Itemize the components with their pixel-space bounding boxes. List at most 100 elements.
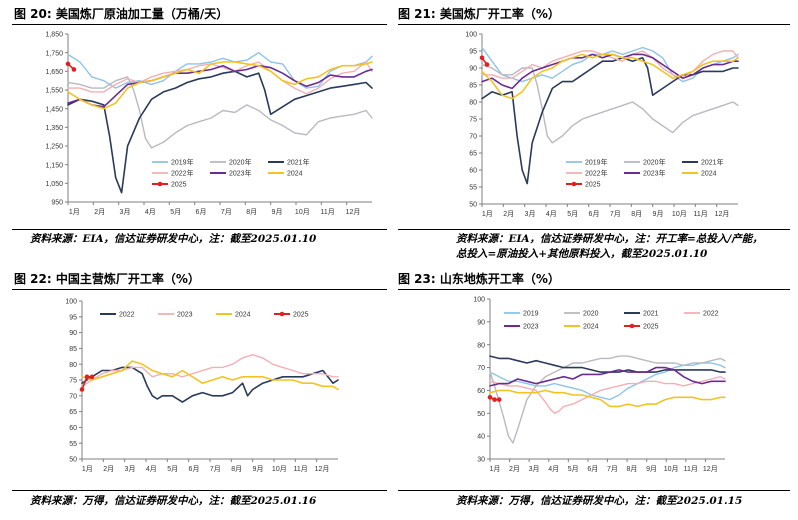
legend-label: 2024 <box>583 324 599 331</box>
title-rule <box>398 289 790 290</box>
x-tick-label: 7月 <box>221 208 232 216</box>
x-tick-label: 3月 <box>529 465 540 473</box>
x-tick-label: 7月 <box>210 465 221 473</box>
series-line <box>489 375 726 415</box>
y-tick-label: 80 <box>469 100 477 107</box>
legend-label: 2022 <box>703 311 719 318</box>
chart: 950 1,050 1,150 1,250 1,350 1,450 1,550 1,650 1,… <box>45 32 373 216</box>
x-tick-label: 1月 <box>69 208 80 216</box>
x-tick-label: 10月 <box>272 465 287 473</box>
series-point <box>65 61 71 67</box>
figure-title: 图 21: 美国炼厂开工率（%） <box>398 7 560 21</box>
y-tick-label: 55 <box>69 441 77 448</box>
x-tick-label: 11月 <box>294 465 308 473</box>
x-tick-label: 6月 <box>196 208 207 216</box>
x-tick-label: 5月 <box>167 465 178 473</box>
legend-label: 2021年 <box>287 158 310 167</box>
series-line <box>481 56 739 185</box>
x-tick-label: 3月 <box>125 465 136 473</box>
y-tick-label: 100 <box>65 299 77 306</box>
x-tick-label: 1月 <box>82 465 93 473</box>
legend-label: 2022年 <box>585 169 608 178</box>
x-tick-label: 12月 <box>715 210 730 218</box>
legend-label: 2025 <box>293 312 309 319</box>
chart: 50 55 60 65 70 75 80 85 90 95 100 1月 2月 3月 4月 5月 6月 7月 8月 9… <box>65 299 339 473</box>
legend-label: 2020年 <box>643 158 666 167</box>
y-tick-label: 80 <box>477 342 485 349</box>
legend-label: 2019 <box>523 311 539 318</box>
y-tick-label: 65 <box>469 151 477 158</box>
legend-marker <box>279 311 285 317</box>
x-tick-label: 12月 <box>315 465 330 473</box>
series-line <box>81 360 339 391</box>
series-line <box>67 64 373 108</box>
y-tick-label: 1,650 <box>45 69 63 76</box>
legend-label: 2020 <box>583 311 599 318</box>
x-tick-label: 11月 <box>694 210 708 218</box>
y-tick-label: 1,050 <box>45 181 63 188</box>
series-line <box>67 52 373 89</box>
legend-label: 2023 <box>523 324 539 331</box>
y-tick-label: 60 <box>69 425 77 432</box>
x-tick-label: 2月 <box>103 465 114 473</box>
x-tick-label: 12月 <box>703 465 718 473</box>
y-tick-label: 30 <box>477 457 485 464</box>
x-tick-label: 2月 <box>503 210 514 218</box>
legend-label: 2020年 <box>229 158 252 167</box>
x-tick-label: 1月 <box>489 465 500 473</box>
source-note-line-1: 资料来源：万得，信达证券研发中心，注：截至2025.01.16 <box>30 495 317 507</box>
y-tick-label: 1,250 <box>45 144 63 151</box>
y-tick-label: 60 <box>469 168 477 175</box>
x-tick-label: 7月 <box>610 210 621 218</box>
legend-label: 2022年 <box>171 169 194 178</box>
legend-label: 2023 <box>177 312 193 319</box>
series-line <box>481 63 739 144</box>
x-tick-label: 9月 <box>272 208 283 216</box>
source-rule <box>398 229 790 230</box>
y-tick-label: 50 <box>477 411 485 418</box>
x-tick-label: 4月 <box>546 210 557 218</box>
source-note-line-1: 资料来源：万得，信达证券研发中心，注：截至2025.01.15 <box>456 495 743 507</box>
y-tick-label: 1,350 <box>45 125 63 132</box>
y-tick-label: 55 <box>469 185 477 192</box>
x-tick-label: 4月 <box>548 465 559 473</box>
y-tick-label: 95 <box>469 49 477 56</box>
y-tick-label: 85 <box>69 346 77 353</box>
y-tick-label: 70 <box>477 365 485 372</box>
y-tick-label: 85 <box>469 83 477 90</box>
x-tick-label: 2月 <box>509 465 520 473</box>
x-tick-label: 12月 <box>346 208 361 216</box>
y-tick-label: 75 <box>69 378 77 385</box>
y-tick-label: 90 <box>477 319 485 326</box>
source-rule <box>398 490 790 491</box>
legend-label: 2019年 <box>171 158 194 167</box>
series-line <box>481 46 739 83</box>
legend-label: 2021年 <box>701 158 724 167</box>
legend-label: 2025 <box>171 182 187 189</box>
series-line <box>67 61 373 110</box>
x-tick-label: 5月 <box>568 465 579 473</box>
x-tick-label: 6月 <box>587 465 598 473</box>
title-rule <box>12 24 387 25</box>
x-tick-label: 9月 <box>653 210 664 218</box>
series-point <box>492 397 497 402</box>
x-tick-label: 8月 <box>246 208 257 216</box>
x-tick-label: 2月 <box>94 208 105 216</box>
y-tick-label: 95 <box>69 314 77 321</box>
x-tick-label: 3月 <box>525 210 536 218</box>
x-tick-label: 11月 <box>684 465 698 473</box>
x-tick-label: 11月 <box>321 208 335 216</box>
series-line <box>67 70 373 194</box>
legend-marker <box>157 181 163 187</box>
source-note-line-1: 资料来源：EIA，信达证券研发中心，注：截至2025.01.10 <box>30 233 317 245</box>
legend-marker <box>571 181 577 187</box>
legend-label: 2024 <box>701 171 717 178</box>
y-tick-label: 50 <box>469 202 477 209</box>
source-note-line-1: 资料来源：EIA，信达证券研发中心，注：开工率=总投入/产能， <box>456 233 763 245</box>
y-tick-label: 100 <box>473 297 485 304</box>
y-tick-label: 50 <box>69 457 77 464</box>
x-tick-label: 9月 <box>253 465 264 473</box>
legend-marker <box>629 323 635 329</box>
y-tick-label: 1,150 <box>45 162 63 169</box>
x-tick-label: 1月 <box>482 210 493 218</box>
